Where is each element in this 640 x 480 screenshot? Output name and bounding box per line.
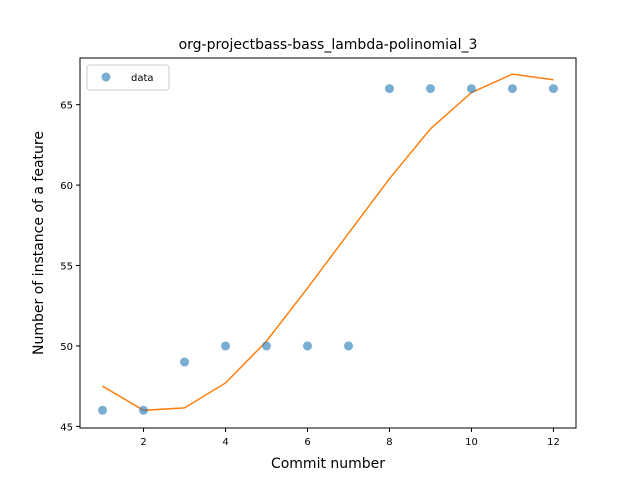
data-point — [548, 84, 558, 94]
data-point — [180, 357, 190, 367]
x-tick-label: 8 — [386, 437, 392, 448]
data-points-layer — [98, 84, 558, 415]
y-tick-label: 45 — [60, 422, 73, 433]
y-axis-label: Number of instance of a feature — [31, 131, 47, 355]
y-tick-label: 50 — [60, 342, 73, 353]
fit-line-layer — [102, 73, 554, 412]
data-point — [262, 341, 272, 351]
y-axis-ticks: 45 50 55 60 65 — [60, 101, 80, 433]
data-point — [139, 405, 149, 415]
data-point — [507, 84, 517, 94]
x-tick-label: 10 — [465, 437, 478, 448]
x-tick-label: 12 — [547, 437, 560, 448]
x-axis-ticks: 2 4 6 8 10 12 — [140, 428, 560, 448]
legend-box — [86, 64, 170, 91]
legend-marker-data — [101, 72, 111, 82]
data-point — [98, 405, 108, 415]
x-tick-label: 4 — [222, 437, 228, 448]
plot-frame — [79, 57, 577, 429]
data-point — [221, 341, 231, 351]
y-tick-label: 60 — [60, 181, 73, 192]
data-point — [343, 341, 353, 351]
x-tick-label: 2 — [140, 437, 146, 448]
y-tick-label: 55 — [60, 262, 73, 273]
y-tick-label: 65 — [60, 101, 73, 112]
data-point — [384, 84, 394, 94]
legend: data — [86, 64, 170, 91]
data-point — [303, 341, 313, 351]
data-point — [466, 84, 476, 94]
plot-area — [80, 58, 576, 428]
x-axis-label: Commit number — [271, 456, 385, 472]
legend-label-data: data — [131, 73, 154, 84]
fit-line — [102, 73, 554, 412]
data-point — [425, 84, 435, 94]
x-tick-label: 6 — [304, 437, 310, 448]
chart-title: org-projectbass-bass_lambda-polinomial_3 — [179, 37, 478, 53]
